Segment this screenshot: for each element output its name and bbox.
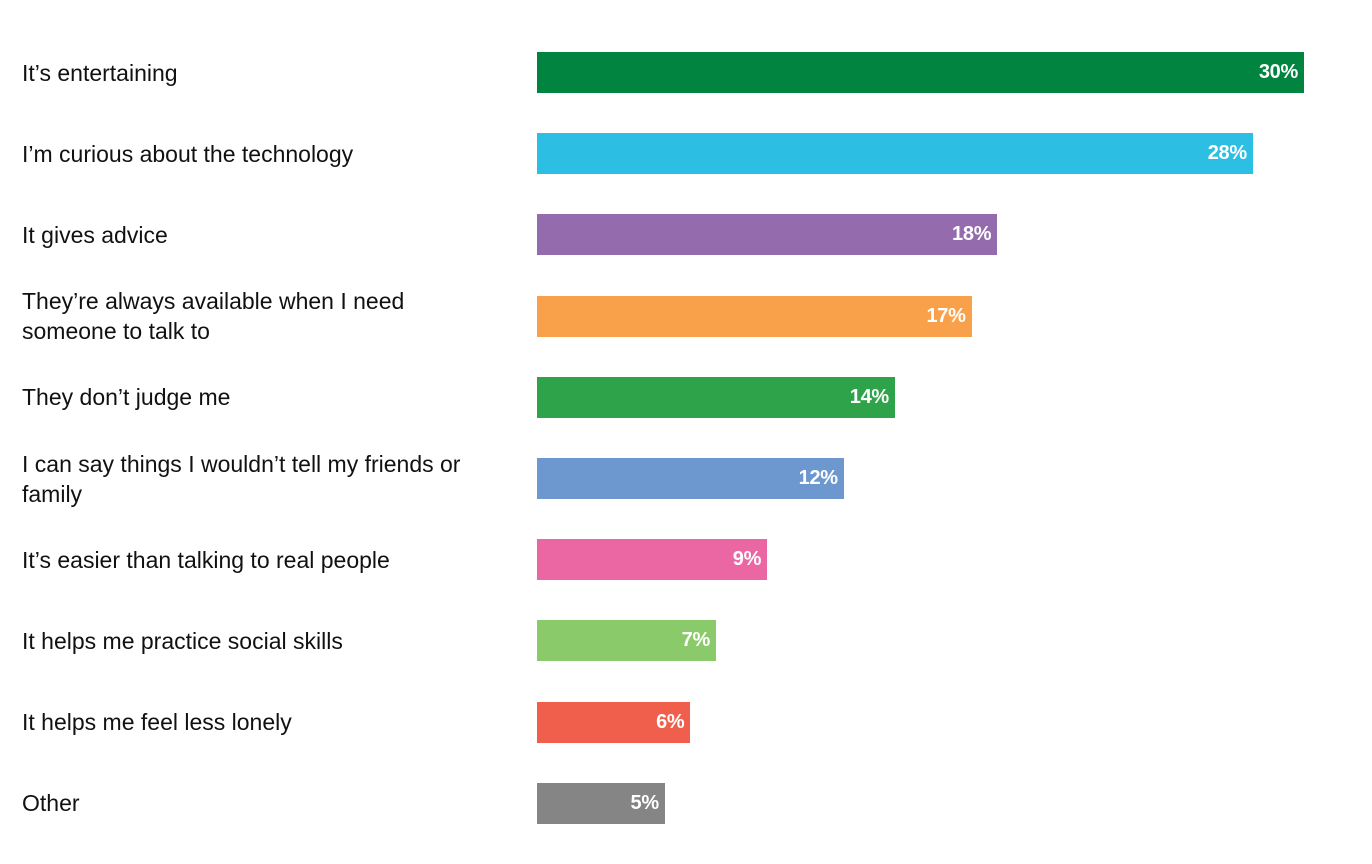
bar: 6% — [537, 701, 691, 743]
data-label: 5% — [630, 791, 660, 814]
data-label: 12% — [798, 467, 838, 489]
bar: 18% — [537, 214, 998, 256]
data-label: 30% — [1258, 61, 1298, 83]
bar: 14% — [537, 376, 895, 418]
data-label: 9% — [732, 548, 762, 571]
category-label: They don’t judge me — [22, 384, 231, 411]
category-label: It gives advice — [22, 221, 168, 248]
data-label: 18% — [952, 223, 992, 246]
category-label: I can say things I wouldn’t tell my frie… — [22, 450, 461, 507]
data-label: 14% — [849, 385, 889, 408]
category-label: They’re always available when I need som… — [22, 288, 405, 345]
category-label: It helps me practice social skills — [22, 627, 343, 654]
data-label: 28% — [1207, 142, 1247, 165]
category-label: It’s easier than talking to real people — [22, 546, 390, 573]
bar: 28% — [537, 133, 1253, 175]
data-label: 17% — [926, 304, 966, 327]
bar: 9% — [537, 539, 768, 581]
category-label: It’s entertaining — [22, 59, 178, 86]
bar: 5% — [537, 782, 665, 824]
category-label: It helps me feel less lonely — [22, 709, 292, 736]
bar: 12% — [537, 458, 844, 499]
category-label: Other — [22, 790, 80, 817]
bar: 30% — [537, 52, 1304, 93]
data-label: 6% — [656, 710, 685, 733]
category-label: I’m curious about the technology — [22, 140, 354, 167]
data-label: 7% — [681, 629, 711, 652]
bar: 7% — [537, 620, 716, 662]
bar: 17% — [537, 295, 972, 337]
